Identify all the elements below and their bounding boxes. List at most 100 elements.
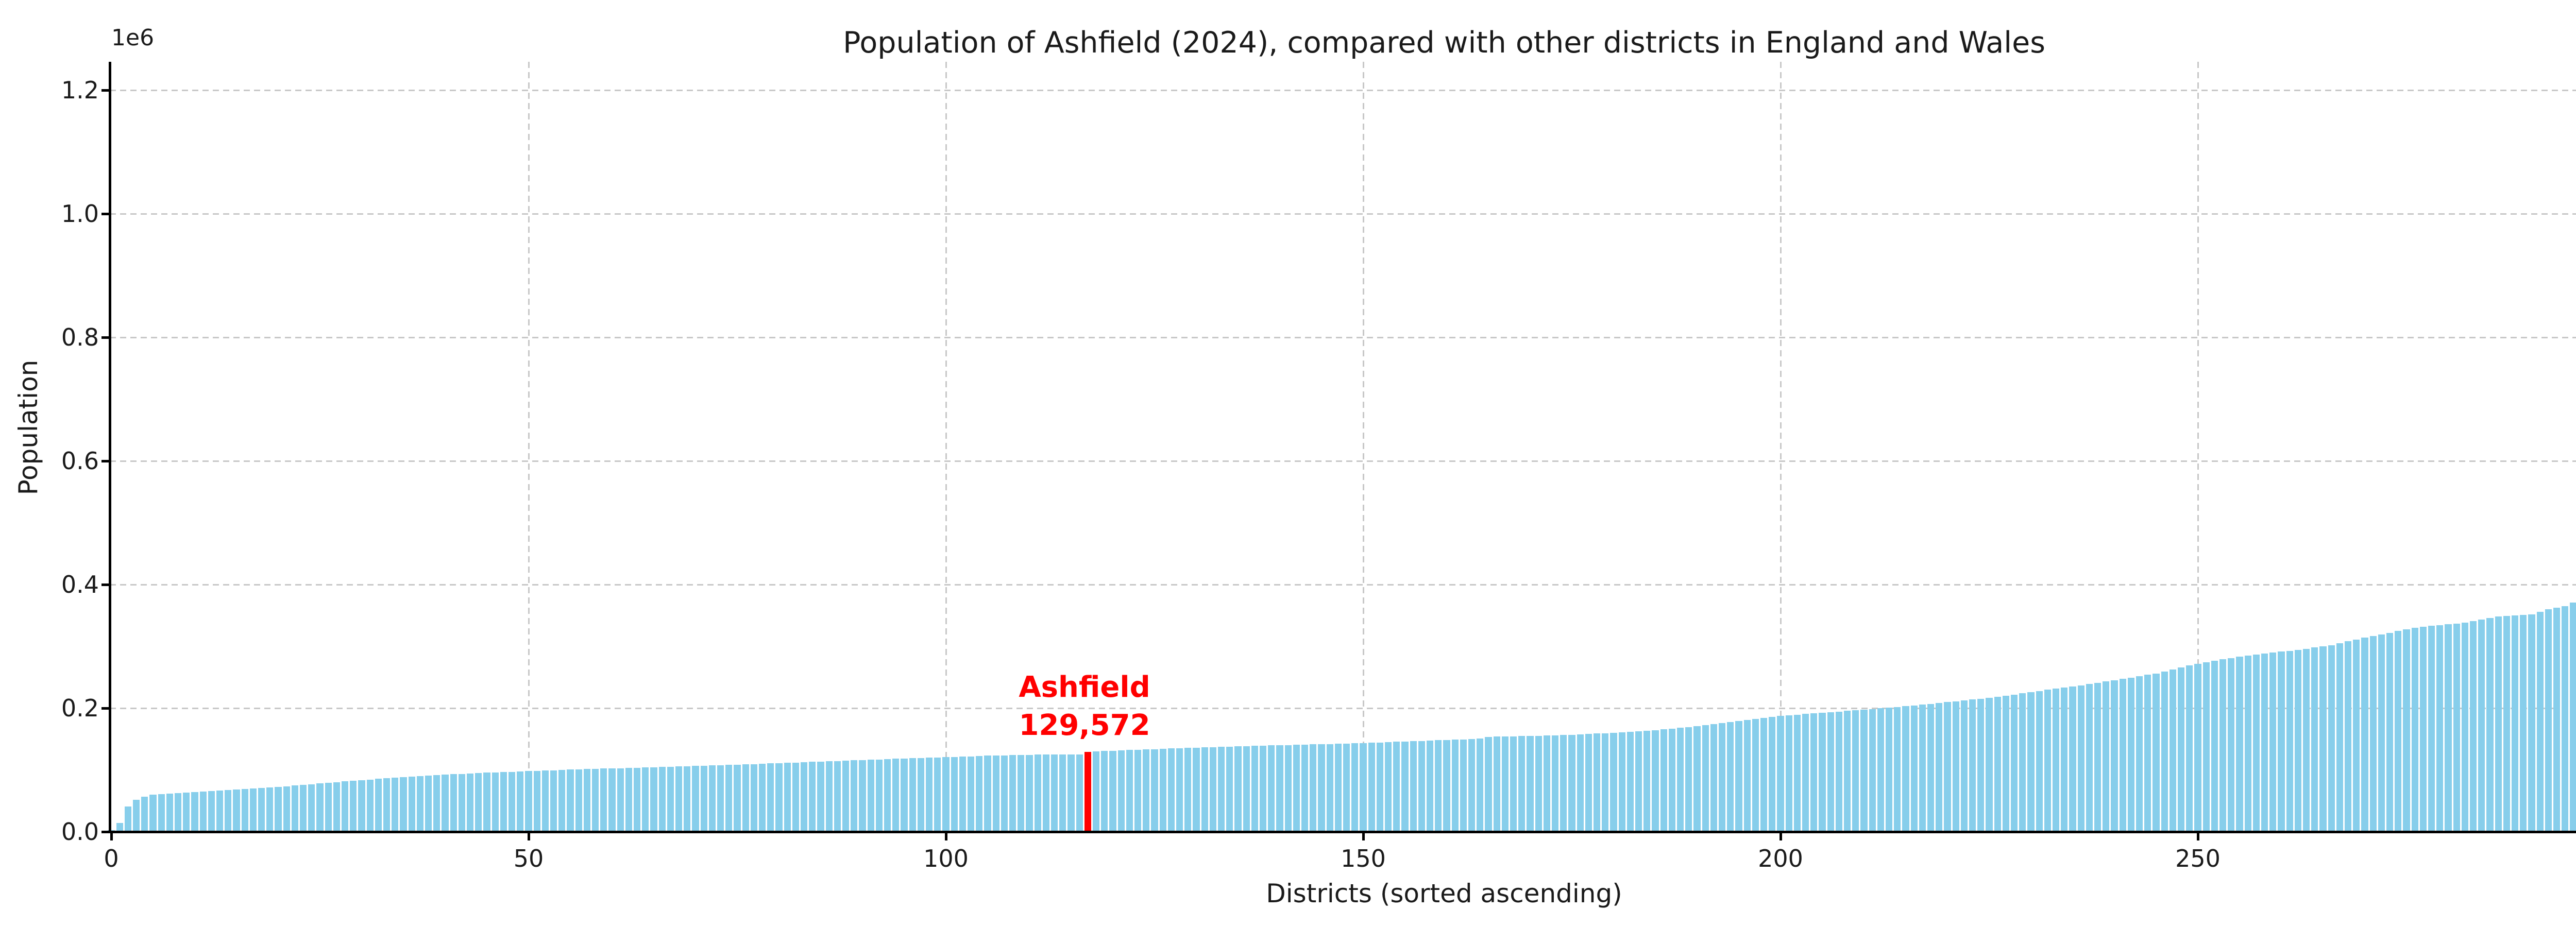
bar [191,792,198,832]
bar [558,770,566,832]
bar [1284,745,1292,832]
bar [725,765,733,832]
bar [1769,716,1776,832]
bar [884,759,891,832]
bar [2077,685,2084,832]
y-tick-label: 0.4 [61,571,99,598]
bar [2086,684,2093,832]
bar [2553,608,2561,832]
bar [825,761,833,832]
bar [717,765,724,832]
bar [1042,754,1049,832]
bar [467,773,474,832]
bar [2528,614,2535,832]
bar [1602,733,1609,832]
bar [2428,626,2435,832]
bar [984,756,991,832]
bar [408,776,415,832]
bar [1493,736,1500,832]
bar [1326,744,1333,832]
bar [1510,736,1517,832]
bar [400,777,407,832]
bar [116,823,123,832]
bar [2286,650,2293,832]
bar [1618,732,1625,832]
bar [968,756,975,832]
bar [2027,692,2035,832]
bar [517,771,524,832]
bar [166,793,173,832]
bar [617,768,624,832]
bar [1702,725,1709,832]
gridline-horizontal [110,89,2576,91]
bar [767,763,774,832]
y-tick-label: 0.0 [61,818,99,846]
bar [1727,722,1734,832]
bar [792,762,799,832]
bar [675,766,683,832]
bar [1026,754,1033,832]
bar [141,796,148,832]
bar [2194,663,2201,832]
y-tick-mark [101,212,109,215]
bar [1176,748,1183,832]
bar [1594,733,1601,832]
bar [1743,719,1751,832]
bar [483,772,490,832]
bar [2403,629,2410,832]
bar [1902,706,1909,832]
bar [1535,735,1542,832]
bar [149,795,157,832]
bar [917,758,924,832]
bar [1410,741,1417,832]
bar [425,775,432,832]
bar [2470,621,2477,832]
y-tick-mark [101,583,109,586]
bar [458,774,465,832]
bar [1552,735,1559,832]
bar [992,756,999,832]
bar [1860,710,1868,832]
x-tick-label: 250 [2175,845,2221,872]
bar [2186,665,2193,832]
x-tick-mark [110,833,113,840]
bar [2486,618,2494,832]
bar [901,758,908,832]
bar [1059,754,1066,832]
y-tick-mark [101,707,109,710]
bar [158,794,165,832]
bar [2228,658,2235,832]
gridline-horizontal [110,460,2576,462]
bar [692,766,699,832]
bar [133,799,140,832]
bar [316,783,324,832]
bar [2495,616,2502,832]
bar [742,764,749,832]
bar [1835,711,1842,832]
bar [1485,736,1492,832]
bar [1143,749,1150,832]
bar [175,793,182,832]
bar [333,782,340,832]
bar [1643,730,1651,832]
gridline-horizontal [110,707,2576,709]
x-tick-mark [1362,833,1365,840]
bar [1385,742,1392,832]
bar [684,766,691,832]
bar [1693,726,1701,832]
bar [291,785,298,832]
bar [2002,696,2009,832]
bar [1034,754,1041,832]
bar [909,758,916,832]
bar [1318,744,1325,832]
bar [2395,631,2402,832]
bar [258,788,265,832]
bar [1585,734,1592,832]
bar [1543,735,1550,832]
bar [1568,734,1575,832]
bar [241,789,248,832]
bar [433,775,440,832]
bar [2053,689,2060,832]
bar [509,771,516,832]
bar [1927,703,1935,832]
